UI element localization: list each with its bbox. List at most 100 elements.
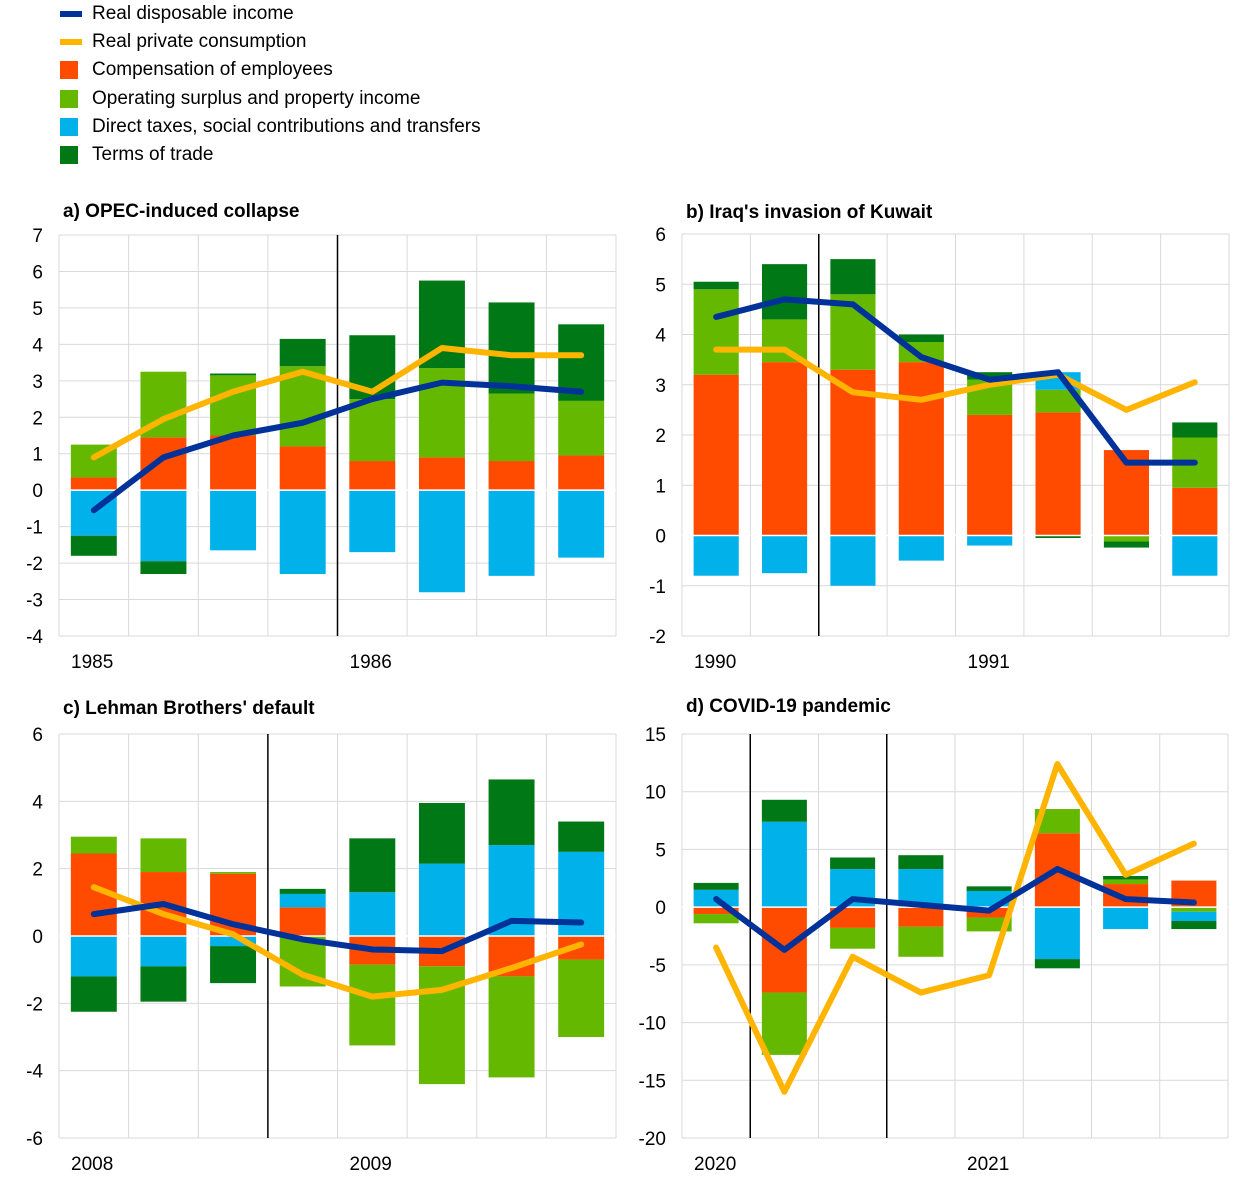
bar-terms xyxy=(761,799,807,822)
bar-taxes xyxy=(418,490,465,593)
bar-taxes xyxy=(1103,907,1149,930)
y-tick-label: 0 xyxy=(32,481,43,502)
legend-swatch-compensation xyxy=(60,61,78,80)
y-tick-label: 5 xyxy=(32,299,43,320)
bar-terms xyxy=(70,535,117,556)
bar-surplus xyxy=(279,366,326,447)
y-tick-label: 7 xyxy=(32,226,43,247)
bar-taxes xyxy=(693,535,739,576)
y-tick-label: -10 xyxy=(639,1014,666,1035)
legend-label: Real private consumption xyxy=(92,31,307,53)
y-tick-label: 0 xyxy=(32,927,43,948)
y-tick-label: -2 xyxy=(26,994,43,1015)
y-tick-label: 1 xyxy=(655,476,666,497)
y-tick-label: 3 xyxy=(32,372,43,393)
y-tick-label: 6 xyxy=(32,262,43,283)
bar-surplus xyxy=(70,836,117,854)
bar-taxes xyxy=(349,490,396,553)
bar-surplus xyxy=(349,964,396,1046)
bar-compensation xyxy=(279,907,326,936)
bar-taxes xyxy=(761,821,807,908)
bar-terms xyxy=(830,259,876,295)
bar-terms xyxy=(558,821,605,852)
y-tick-label: 2 xyxy=(32,408,43,429)
y-tick-label: 2 xyxy=(655,426,666,447)
line-consumption xyxy=(713,346,1198,413)
y-tick-label: 0 xyxy=(655,898,666,919)
bar-terms xyxy=(1171,920,1217,930)
bar-terms xyxy=(966,886,1012,891)
y-tick-label: 2 xyxy=(32,860,43,881)
bar-terms xyxy=(1034,959,1080,969)
bar-taxes xyxy=(830,535,876,586)
bar-taxes xyxy=(488,490,535,576)
y-tick-label: 3 xyxy=(655,376,666,397)
bar-surplus xyxy=(1103,535,1150,542)
bar-terms xyxy=(693,281,739,290)
bar-taxes xyxy=(210,936,257,947)
chart-title: a) OPEC-induced collapse xyxy=(63,201,300,222)
bar-compensation xyxy=(967,414,1013,536)
y-tick-label: 5 xyxy=(655,275,666,296)
bar-terms xyxy=(1172,422,1218,438)
bar-terms xyxy=(70,976,117,1012)
bar-terms xyxy=(898,855,944,870)
y-tick-label: 6 xyxy=(32,725,43,746)
bar-terms xyxy=(140,561,187,575)
bar-compensation xyxy=(761,362,808,536)
bar-taxes xyxy=(1034,907,1080,960)
bar-terms xyxy=(488,302,535,394)
bar-terms xyxy=(761,264,808,320)
bar-compensation xyxy=(1172,487,1218,536)
y-tick-label: -4 xyxy=(26,1062,43,1083)
legend-item-consumption: Real private consumption xyxy=(60,28,481,56)
y-tick-label: 10 xyxy=(645,783,666,804)
bar-surplus xyxy=(558,400,605,456)
bar-compensation xyxy=(140,437,187,491)
legend-swatch-taxes xyxy=(60,117,78,136)
y-tick-label: 1 xyxy=(32,445,43,466)
x-tick-label: 2008 xyxy=(71,1154,113,1175)
x-tick-label: 1985 xyxy=(71,652,113,673)
bar-taxes xyxy=(140,936,187,967)
line-disposable xyxy=(713,296,1198,466)
legend-swatch-surplus xyxy=(60,89,78,108)
bar-taxes xyxy=(967,535,1013,546)
bar-compensation xyxy=(830,907,876,928)
bar-terms xyxy=(210,373,257,376)
bar-compensation xyxy=(693,907,739,915)
bar-surplus xyxy=(830,927,876,949)
legend-label: Real disposable income xyxy=(92,3,294,25)
bar-compensation xyxy=(1103,884,1149,908)
y-tick-label: -2 xyxy=(649,627,666,648)
y-tick-label: 4 xyxy=(32,335,43,356)
bar-compensation xyxy=(898,362,944,536)
chart-title: b) Iraq's invasion of Kuwait xyxy=(686,202,933,223)
legend-label: Compensation of employees xyxy=(92,59,333,81)
bar-surplus xyxy=(693,289,739,375)
x-tick-label: 1990 xyxy=(694,652,736,673)
bar-surplus xyxy=(693,914,739,924)
y-tick-label: 6 xyxy=(655,225,666,246)
bar-taxes xyxy=(898,535,944,561)
legend-item-surplus: Operating surplus and property income xyxy=(60,85,481,113)
line-disposable xyxy=(90,379,585,514)
bar-compensation xyxy=(558,936,605,960)
chart-title: c) Lehman Brothers' default xyxy=(63,698,315,719)
bar-surplus xyxy=(1171,907,1217,912)
bar-compensation xyxy=(898,907,944,927)
y-tick-label: 4 xyxy=(655,326,666,347)
line-consumption xyxy=(90,345,585,461)
legend-swatch-terms xyxy=(60,146,78,165)
bar-terms xyxy=(349,838,396,893)
chart-panel-4: d) COVID-19 pandemic -20 -15 -10 -5 0 5 10 15 202… xyxy=(639,696,1229,1175)
legend-item-compensation: Compensation of employees xyxy=(60,56,481,84)
bar-surplus xyxy=(488,976,535,1078)
bar-compensation xyxy=(558,455,605,491)
bar-surplus xyxy=(966,917,1012,932)
bar-taxes xyxy=(140,490,187,562)
bar-surplus xyxy=(558,959,605,1037)
x-tick-label: 2020 xyxy=(694,1154,736,1175)
legend-item-taxes: Direct taxes, social contributions and t… xyxy=(60,113,481,141)
